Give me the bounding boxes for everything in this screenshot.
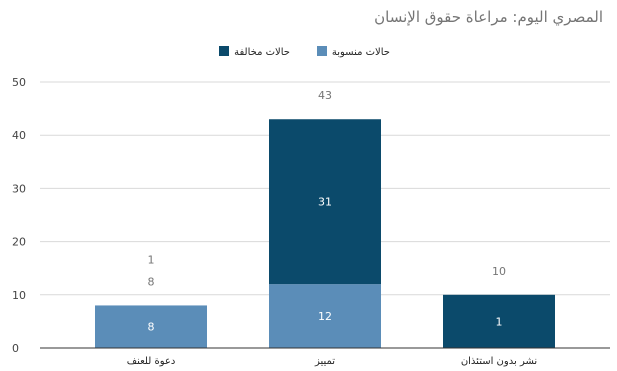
- bars-layer: [95, 119, 555, 348]
- bar-segment: [443, 294, 555, 348]
- bar-segment-label: 12: [318, 310, 332, 323]
- legend: حالات مخالفة حالات منسوبة: [219, 46, 390, 58]
- y-tick-label: 10: [12, 289, 26, 302]
- bar-total-label: 8: [148, 275, 155, 288]
- x-category-label: دعوة للعنف: [127, 356, 176, 367]
- labels-layer: 8 8 12 31 43 1 10 1: [148, 89, 507, 333]
- bar-total-label: 10: [492, 265, 506, 278]
- bar-segment: [95, 305, 207, 348]
- y-tick-label: 30: [12, 182, 26, 195]
- x-axis-categories: دعوة للعنف تمييز نشر بدون استئذان: [127, 356, 537, 367]
- y-tick-label: 40: [12, 129, 26, 142]
- bar-segment: [269, 284, 381, 348]
- x-category-label: تمييز: [314, 356, 335, 367]
- y-axis-ticks: 0 10 20 30 40 50: [12, 76, 26, 355]
- bar-segment-label: 8: [148, 321, 155, 334]
- bar-segment: [269, 119, 381, 285]
- legend-label-attributed: حالات منسوبة: [332, 47, 390, 58]
- bar-segment-label: 31: [318, 196, 332, 209]
- y-tick-label: 0: [12, 342, 19, 355]
- bar-segment-label: 1: [496, 315, 503, 328]
- legend-swatch-attributed: [317, 46, 327, 56]
- chart-title: المصري اليوم: مراعاة حقوق الإنسان: [374, 8, 603, 27]
- bar-total-label: 43: [318, 89, 332, 102]
- bar-annotation-label: 1: [148, 253, 155, 266]
- x-category-label: نشر بدون استئذان: [461, 356, 537, 367]
- y-tick-label: 50: [12, 76, 26, 89]
- legend-swatch-violations: [219, 46, 229, 56]
- y-tick-label: 20: [12, 236, 26, 249]
- legend-label-violations: حالات مخالفة: [234, 47, 290, 58]
